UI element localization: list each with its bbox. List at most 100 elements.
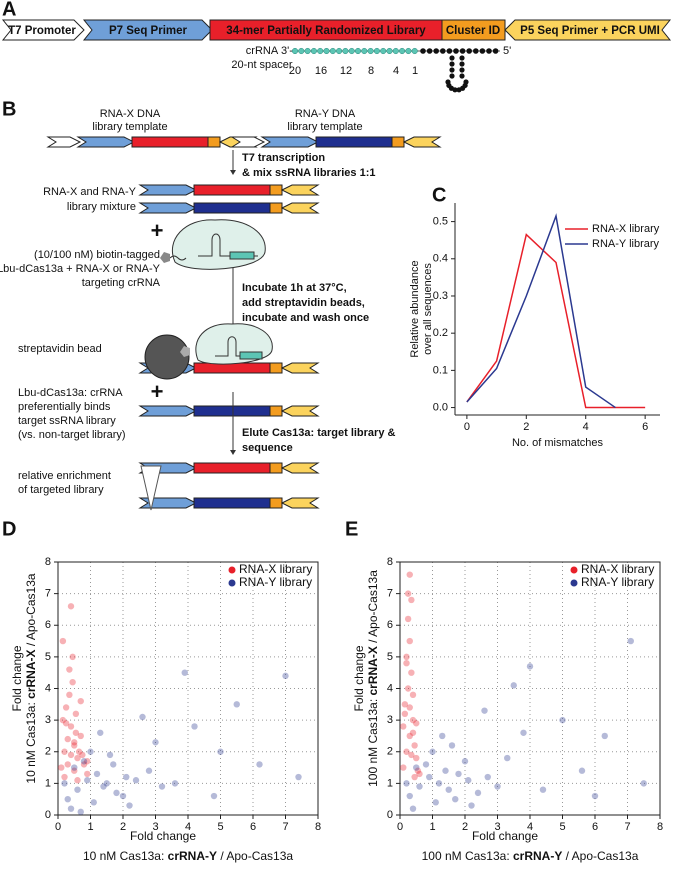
point	[591, 792, 599, 800]
biotin-linker	[169, 255, 187, 261]
label-part: crRNA-Y	[513, 849, 562, 863]
point	[413, 764, 420, 771]
x-tick-label: 1	[87, 821, 93, 833]
biotin	[180, 346, 190, 357]
x-tick-label: 0	[55, 821, 61, 833]
y-tick-label: 2	[45, 746, 51, 758]
point	[504, 754, 511, 762]
crrna-label: 20-nt spacer	[231, 59, 292, 71]
step-label: incubate and wash once	[242, 312, 369, 324]
label-part: 10 nM Cas13a:	[24, 699, 38, 784]
point	[465, 777, 472, 784]
point	[181, 669, 188, 676]
point	[75, 748, 83, 755]
point	[520, 729, 527, 736]
plus-sign: +	[151, 379, 164, 404]
point	[448, 742, 456, 749]
y-tick-label: 2	[387, 746, 393, 758]
cas13a	[171, 219, 266, 270]
point	[100, 783, 107, 790]
y-tick-label: 0.1	[433, 364, 448, 376]
segment-shape	[280, 202, 320, 214]
point	[217, 748, 224, 755]
point	[422, 761, 430, 768]
legend-label: RNA-Y library	[581, 575, 654, 589]
note-label: Lbu-dCas13a + RNA-X or RNA-Y	[0, 263, 161, 275]
point	[61, 748, 68, 755]
y-axis-label: Relative abundance	[409, 260, 421, 357]
label-part: 100 nM Cas13a:	[366, 696, 380, 787]
point	[113, 789, 120, 797]
segment-shape	[207, 136, 221, 148]
spacer-bead	[399, 47, 406, 55]
legend-label: RNA-Y library	[592, 238, 660, 250]
legend-label: RNA-X library	[592, 223, 660, 235]
segment-shape	[138, 497, 198, 509]
bead	[144, 334, 190, 380]
segment-shape	[138, 184, 198, 196]
segment-label: 34-mer Partially Randomized Library	[226, 25, 426, 37]
point	[282, 672, 289, 680]
step-label: add streptavidin beads,	[242, 297, 365, 309]
point	[429, 748, 436, 755]
point	[123, 773, 130, 781]
plus-sign: +	[151, 218, 164, 243]
segment-shape	[193, 462, 271, 474]
step-label: T7 transcription	[242, 152, 325, 164]
y-axis-label: 10 nM Cas13a: crRNA-X / Apo-Cas13a	[24, 573, 38, 783]
segment-shape	[260, 136, 320, 148]
series-line	[466, 233, 646, 409]
spacer-bead	[304, 47, 311, 55]
y-tick-label: 0.0	[433, 401, 448, 413]
point	[445, 786, 452, 793]
spacer-bead	[298, 47, 305, 55]
segment-shape	[193, 184, 271, 196]
template-label: library template	[92, 121, 167, 133]
handle-bead	[433, 48, 440, 54]
segment-shape	[280, 362, 320, 374]
point	[71, 764, 78, 771]
template-label: library template	[287, 121, 362, 133]
point	[416, 783, 423, 790]
point	[64, 761, 71, 768]
spacer-bead	[373, 47, 380, 55]
point	[578, 767, 586, 774]
x-tick-label: 5	[217, 821, 223, 833]
point	[404, 615, 412, 623]
y-tick-label: 0.5	[433, 216, 448, 228]
label-part: / Apo-Cas13a	[217, 849, 293, 863]
point	[408, 669, 415, 676]
point	[69, 653, 76, 661]
segment-label: P7 Seq Primer	[109, 25, 188, 37]
handle-bead	[440, 48, 446, 54]
label-part: crRNA-X	[24, 650, 38, 699]
legend-swatch	[570, 566, 578, 574]
point	[403, 660, 410, 667]
series-line	[466, 213, 616, 409]
point	[510, 682, 517, 689]
y-axis-label: over all sequences	[422, 263, 434, 355]
crrna-spacer	[229, 251, 255, 260]
legend-swatch	[570, 579, 578, 587]
point	[295, 773, 302, 781]
handle-bead	[492, 48, 499, 54]
note-label: (10/100 nM) biotin-tagged	[34, 249, 160, 261]
point	[539, 786, 547, 793]
point	[403, 780, 410, 787]
x-axis-label: Fold change	[472, 829, 538, 843]
segment-shape	[138, 405, 198, 417]
crrna	[215, 336, 262, 357]
end-label: 3'-	[281, 45, 293, 57]
x-axis-label: Fold change	[130, 829, 196, 843]
y-tick-label: 6	[45, 619, 51, 631]
x-tick-label: 4	[583, 421, 589, 433]
point	[439, 732, 446, 740]
point	[66, 666, 73, 673]
spacer-bead	[367, 47, 374, 55]
segment-shape	[131, 136, 209, 148]
point	[484, 773, 491, 781]
segment-shape	[269, 405, 283, 417]
note-label: (vs. non-target library)	[18, 429, 126, 441]
x-tick-label: 8	[315, 821, 321, 833]
